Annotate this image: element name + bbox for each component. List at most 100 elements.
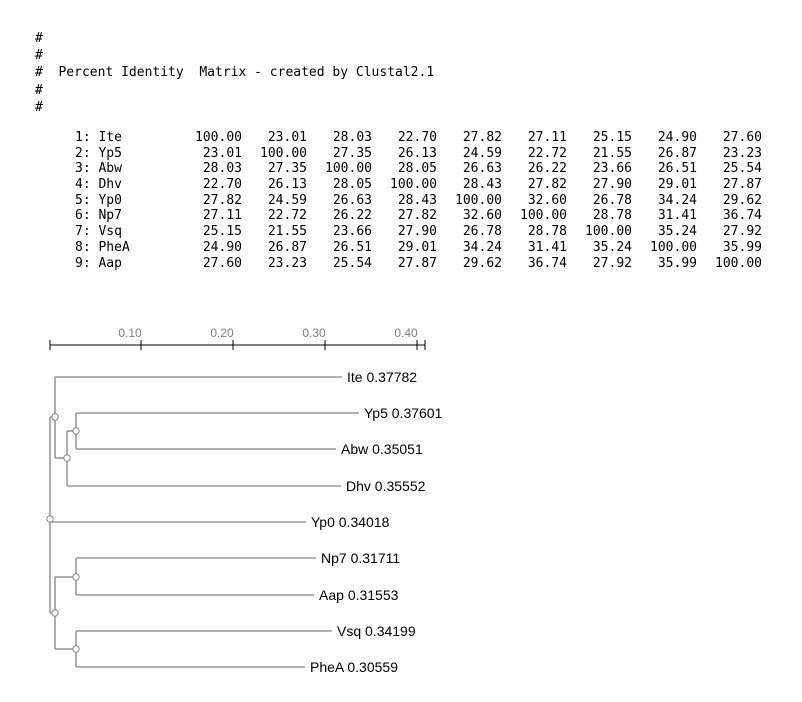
matrix-cell: 29.01 bbox=[657, 177, 697, 193]
matrix-cell: 32.60 bbox=[527, 192, 567, 208]
matrix-cell: 27.92 bbox=[722, 224, 762, 240]
leaf-label: Abw 0.35051 bbox=[341, 441, 423, 457]
leaf-label: Vsq 0.34199 bbox=[337, 623, 416, 639]
tree-node bbox=[72, 573, 80, 581]
matrix-cell: 25.54 bbox=[332, 255, 372, 271]
scale-tick-label: 0.20 bbox=[210, 326, 234, 340]
matrix-cell: 34.24 bbox=[462, 239, 502, 255]
leaf-label: PheA 0.30559 bbox=[310, 659, 398, 675]
matrix-cell: 27.87 bbox=[722, 177, 762, 193]
leaf-label: Yp5 0.37601 bbox=[364, 405, 443, 421]
matrix-cell: 28.05 bbox=[332, 177, 372, 193]
row-label: 4: Dhv bbox=[75, 177, 122, 193]
matrix-cell: 22.70 bbox=[397, 130, 437, 145]
matrix-cell: 100.00 bbox=[195, 130, 242, 145]
matrix-cell: 100.00 bbox=[260, 145, 307, 161]
matrix-cell: 26.13 bbox=[397, 145, 437, 161]
tree-node bbox=[72, 427, 80, 435]
matrix-cell: 32.60 bbox=[462, 208, 502, 224]
matrix-cell: 23.23 bbox=[722, 145, 762, 161]
matrix-row: 7: Vsq 25.15 21.55 23.66 27.90 26.78 28.78 100.… bbox=[75, 224, 762, 240]
percent-identity-matrix: 1: Ite 100.00 23.01 28.03 22.70 27.82 27.11 25.… bbox=[75, 130, 762, 271]
matrix-cell: 27.11 bbox=[202, 208, 242, 224]
matrix-cell: 22.72 bbox=[527, 145, 567, 161]
matrix-cell: 26.22 bbox=[332, 208, 372, 224]
header-line: # bbox=[35, 99, 43, 115]
matrix-cell: 100.00 bbox=[455, 192, 502, 208]
tree-node bbox=[72, 645, 80, 653]
matrix-cell: 35.99 bbox=[657, 255, 697, 271]
matrix-cell: 24.59 bbox=[462, 145, 502, 161]
matrix-row: 1: Ite 100.00 23.01 28.03 22.70 27.82 27.11 25.… bbox=[75, 130, 762, 146]
matrix-cell: 21.55 bbox=[267, 224, 307, 240]
matrix-cell: 27.60 bbox=[722, 130, 762, 145]
matrix-cell: 25.15 bbox=[202, 224, 242, 240]
leaf-branch-length: 0.31711 bbox=[351, 550, 401, 566]
leaf-name: Yp5 bbox=[364, 405, 388, 421]
matrix-cell: 28.78 bbox=[592, 208, 632, 224]
matrix-cell: 24.59 bbox=[267, 192, 307, 208]
matrix-cell: 31.41 bbox=[657, 208, 697, 224]
matrix-row: 5: Yp0 27.82 24.59 26.63 28.43 100.00 32.60 26.… bbox=[75, 193, 762, 209]
leaf-branch-length: 0.30559 bbox=[347, 659, 398, 675]
tree-node bbox=[46, 515, 54, 523]
row-label: 2: Yp5 bbox=[75, 145, 122, 161]
matrix-cell: 25.15 bbox=[592, 130, 632, 145]
leaf-label: Yp0 0.34018 bbox=[311, 514, 390, 530]
leaf-branch-length: 0.35552 bbox=[375, 478, 426, 494]
scale-tick-label: 0.40 bbox=[394, 326, 418, 340]
matrix-cell: 26.63 bbox=[332, 192, 372, 208]
matrix-cell: 23.66 bbox=[332, 224, 372, 240]
matrix-cell: 28.43 bbox=[462, 177, 502, 193]
matrix-cell: 27.35 bbox=[267, 161, 307, 177]
row-label: 9: Aap bbox=[75, 255, 122, 271]
matrix-cell: 36.74 bbox=[722, 208, 762, 224]
matrix-cell: 26.63 bbox=[462, 161, 502, 177]
matrix-cell: 28.03 bbox=[202, 161, 242, 177]
matrix-cell: 21.55 bbox=[592, 145, 632, 161]
matrix-cell: 28.43 bbox=[397, 192, 437, 208]
matrix-cell: 100.00 bbox=[520, 208, 567, 224]
matrix-cell: 27.82 bbox=[462, 130, 502, 145]
matrix-cell: 26.78 bbox=[592, 192, 632, 208]
matrix-cell: 26.87 bbox=[657, 145, 697, 161]
row-label: 7: Vsq bbox=[75, 224, 122, 240]
header-line: # bbox=[35, 31, 43, 46]
matrix-cell: 29.62 bbox=[462, 255, 502, 271]
row-label: 5: Yp0 bbox=[75, 192, 122, 208]
tree-node bbox=[51, 609, 59, 617]
leaf-branch-length: 0.37782 bbox=[366, 369, 417, 385]
leaf-name: Ite bbox=[347, 369, 363, 385]
matrix-row: 4: Dhv 22.70 26.13 28.05 100.00 28.43 27.82 27.… bbox=[75, 177, 762, 193]
header-line: # bbox=[35, 82, 43, 98]
matrix-cell: 100.00 bbox=[390, 177, 437, 193]
header-line: # Percent Identity Matrix - created by C… bbox=[35, 65, 435, 81]
matrix-cell: 24.90 bbox=[657, 130, 697, 145]
matrix-cell: 34.24 bbox=[657, 192, 697, 208]
matrix-cell: 25.54 bbox=[722, 161, 762, 177]
leaf-name: Vsq bbox=[337, 623, 361, 639]
matrix-header: # # # Percent Identity Matrix - created by… bbox=[35, 30, 434, 116]
leaf-branch-length: 0.34018 bbox=[339, 514, 390, 530]
matrix-cell: 26.87 bbox=[267, 239, 307, 255]
leaf-branch-length: 0.31553 bbox=[348, 587, 399, 603]
leaf-label: Ite 0.37782 bbox=[347, 369, 417, 385]
tree-node bbox=[51, 413, 59, 421]
leaf-name: Dhv bbox=[346, 478, 371, 494]
matrix-cell: 23.23 bbox=[267, 255, 307, 271]
leaf-name: Yp0 bbox=[311, 514, 335, 530]
matrix-cell: 27.92 bbox=[592, 255, 632, 271]
matrix-cell: 35.99 bbox=[722, 239, 762, 255]
matrix-cell: 29.62 bbox=[722, 192, 762, 208]
matrix-cell: 36.74 bbox=[527, 255, 567, 271]
matrix-cell: 31.41 bbox=[527, 239, 567, 255]
matrix-cell: 100.00 bbox=[650, 239, 697, 255]
leaf-name: PheA bbox=[310, 659, 345, 675]
matrix-cell: 27.87 bbox=[397, 255, 437, 271]
leaf-branch-length: 0.37601 bbox=[392, 405, 443, 421]
row-label: 1: Ite bbox=[75, 130, 122, 145]
matrix-cell: 23.01 bbox=[202, 145, 242, 161]
tree-node bbox=[63, 454, 71, 462]
matrix-cell: 23.66 bbox=[592, 161, 632, 177]
